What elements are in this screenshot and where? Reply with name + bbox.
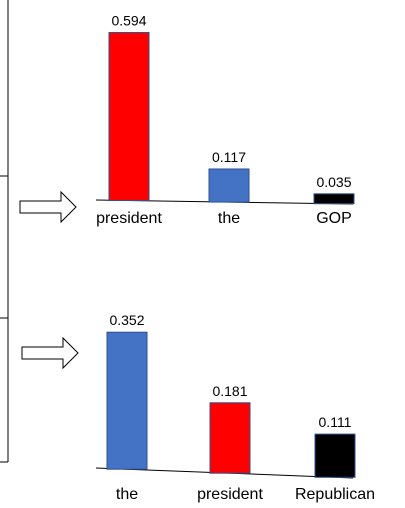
- bar: [208, 168, 250, 203]
- data-label: 0.035: [316, 174, 351, 190]
- category-label: the: [116, 486, 138, 503]
- category-label: GOP: [316, 210, 352, 227]
- data-label: 0.181: [212, 383, 247, 399]
- bar: [106, 331, 148, 470]
- data-label: 0.352: [109, 312, 144, 328]
- data-label: 0.117: [212, 149, 246, 165]
- category-label: president: [96, 210, 162, 227]
- bar: [313, 193, 355, 205]
- category-label: president: [197, 486, 263, 503]
- data-label: 0.111: [319, 414, 352, 430]
- bar-chart-bottom: 0.352 the 0.181 president 0.111 Republican: [95, 312, 375, 503]
- bar: [108, 32, 150, 202]
- bar: [209, 402, 251, 474]
- left-frame: [0, 0, 9, 463]
- category-label: Republican: [295, 486, 375, 503]
- bar: [314, 433, 356, 478]
- arrow-right-icon: [21, 336, 79, 370]
- arrow-right-icon: [19, 190, 77, 224]
- bar-chart-top: 0.594 president 0.117 the 0.035 GOP: [95, 13, 355, 227]
- data-label: 0.594: [111, 13, 146, 29]
- category-label: the: [218, 210, 240, 227]
